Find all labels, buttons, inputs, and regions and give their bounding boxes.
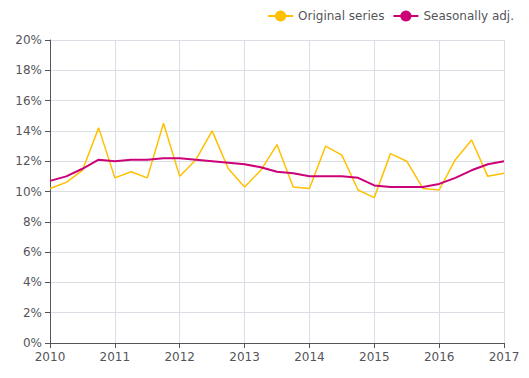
svg-text:2011: 2011 <box>100 350 131 364</box>
svg-text:2%: 2% <box>23 306 42 320</box>
svg-text:14%: 14% <box>15 124 42 138</box>
svg-text:12%: 12% <box>15 154 42 168</box>
svg-text:2015: 2015 <box>359 350 390 364</box>
svg-text:2016: 2016 <box>424 350 455 364</box>
svg-text:18%: 18% <box>15 63 42 77</box>
svg-text:8%: 8% <box>23 215 42 229</box>
svg-text:Seasonally adj.: Seasonally adj. <box>423 9 514 23</box>
svg-text:16%: 16% <box>15 94 42 108</box>
svg-text:Original series: Original series <box>298 9 384 23</box>
svg-text:10%: 10% <box>15 185 42 199</box>
svg-text:20%: 20% <box>15 33 42 47</box>
svg-text:4%: 4% <box>23 275 42 289</box>
svg-text:2010: 2010 <box>35 350 66 364</box>
svg-text:6%: 6% <box>23 245 42 259</box>
svg-text:2014: 2014 <box>294 350 325 364</box>
svg-text:2017: 2017 <box>489 350 520 364</box>
svg-text:0%: 0% <box>23 336 42 350</box>
svg-text:2013: 2013 <box>229 350 260 364</box>
svg-text:2012: 2012 <box>164 350 195 364</box>
